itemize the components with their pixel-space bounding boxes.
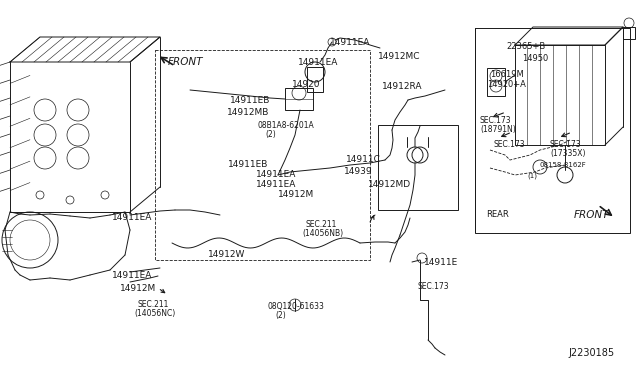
Text: 14939: 14939 (344, 167, 372, 176)
Bar (307, 67, 323, 92)
Text: FRONT: FRONT (168, 57, 204, 67)
Text: 14950: 14950 (522, 54, 548, 63)
Text: 14912MC: 14912MC (378, 52, 420, 61)
Bar (378, 125, 458, 210)
Text: 14911EA: 14911EA (256, 170, 296, 179)
Bar (475, 28, 630, 233)
Bar (487, 68, 505, 96)
Text: SEC.173: SEC.173 (480, 116, 511, 125)
Text: SEC.211: SEC.211 (138, 300, 170, 309)
Text: (2): (2) (275, 311, 285, 320)
Text: (1): (1) (527, 172, 537, 179)
Text: SEC.173: SEC.173 (550, 140, 582, 149)
Text: SEC.211: SEC.211 (306, 220, 337, 229)
Bar (515, 45, 605, 145)
Text: REAR: REAR (486, 210, 509, 219)
Text: 14911EB: 14911EB (230, 96, 270, 105)
Text: (18791N): (18791N) (480, 125, 516, 134)
Text: 22365+B: 22365+B (506, 42, 545, 51)
Text: 14912MD: 14912MD (368, 180, 411, 189)
Text: 14911C: 14911C (346, 155, 381, 164)
Text: SEC.173: SEC.173 (418, 282, 450, 291)
Text: (14056NB): (14056NB) (302, 229, 343, 238)
Text: 14920: 14920 (292, 80, 321, 89)
Text: 14911EA: 14911EA (112, 213, 152, 222)
Text: 14911EB: 14911EB (228, 160, 268, 169)
Text: 14911EA: 14911EA (298, 58, 339, 67)
Text: 14911EA: 14911EA (256, 180, 296, 189)
Text: 14912M: 14912M (120, 284, 156, 293)
Text: 16619M: 16619M (490, 70, 524, 79)
Text: 08Q120-61633: 08Q120-61633 (268, 302, 325, 311)
Text: 14912MB: 14912MB (227, 108, 269, 117)
Text: (2): (2) (265, 130, 276, 139)
Text: 14912M: 14912M (278, 190, 314, 199)
Text: 14911EA: 14911EA (112, 271, 152, 280)
Text: (17335X): (17335X) (550, 149, 586, 158)
Text: 14920+A: 14920+A (487, 80, 526, 89)
Bar (155, 50, 370, 260)
Text: SEC.173: SEC.173 (494, 140, 525, 149)
Bar (285, 88, 313, 110)
Text: 14911EA: 14911EA (330, 38, 371, 47)
Text: (14056NC): (14056NC) (134, 309, 175, 318)
Text: 14912RA: 14912RA (382, 82, 422, 91)
Text: J2230185: J2230185 (568, 348, 614, 358)
Text: 08158-8162F: 08158-8162F (540, 162, 587, 168)
Text: FRONT: FRONT (574, 210, 609, 220)
Text: 14911E: 14911E (424, 258, 458, 267)
Text: 08B1A8-6201A: 08B1A8-6201A (258, 121, 315, 130)
Bar (623, 27, 635, 39)
Text: 14912W: 14912W (208, 250, 245, 259)
